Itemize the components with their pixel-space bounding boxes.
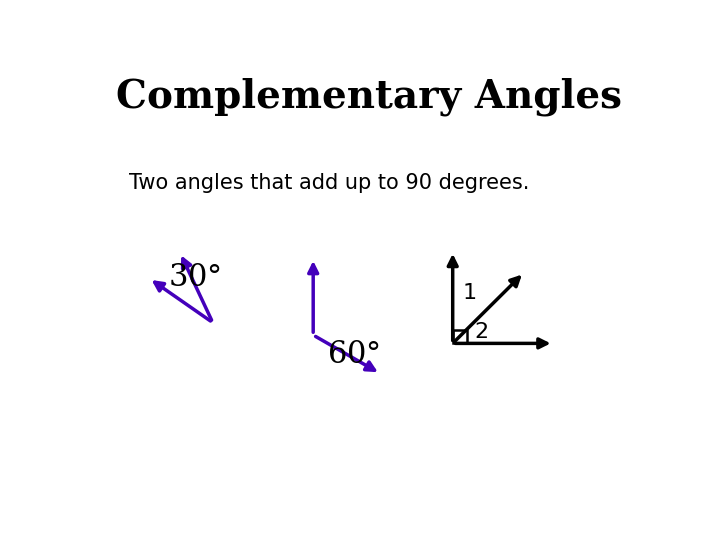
Bar — [453, 329, 467, 343]
Text: 2: 2 — [474, 322, 488, 342]
Text: 1: 1 — [463, 284, 477, 303]
Text: 30$\degree$: 30$\degree$ — [168, 262, 221, 294]
Text: Two angles that add up to 90 degrees.: Two angles that add up to 90 degrees. — [129, 173, 529, 193]
Text: 60$\degree$: 60$\degree$ — [327, 339, 380, 370]
Text: Complementary Angles: Complementary Angles — [116, 77, 622, 116]
